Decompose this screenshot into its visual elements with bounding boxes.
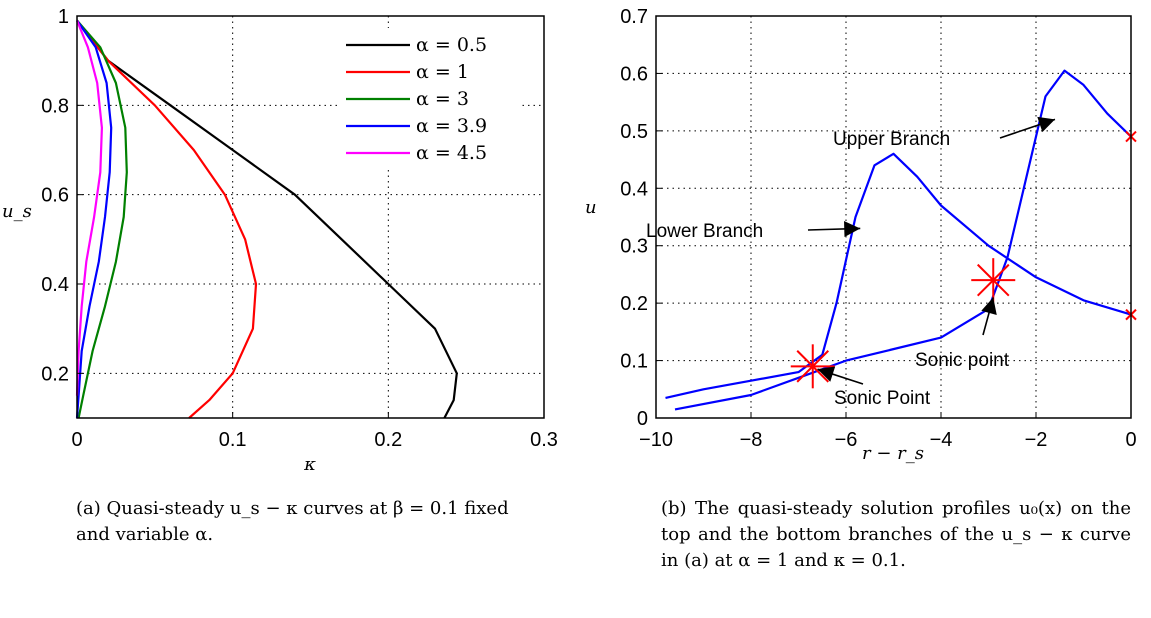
legend-label-4: α = 3.9 [416,115,487,137]
x-tick-label: −6 [835,429,858,451]
panel-a-series [75,19,458,419]
y-tick-label: 1 [58,6,69,28]
panel-a-legend: α = 0.5 α = 1 α = 3 α = 3.9 α = 4.5 [340,28,520,170]
y-tick-label: 0.4 [41,274,69,296]
x-tick-label: 0.2 [374,429,402,451]
panel-a-xlabel: κ [303,454,316,475]
x-tick-label: 0.1 [219,429,247,451]
annotation-label-4: Sonic Point [834,388,931,409]
caption-a: (a) Quasi-steady u_s − κ curves at β = 0… [76,498,509,545]
x-tick-label: −8 [740,429,763,451]
panel-a-ticks: 0 0.1 0.2 0.3 0.2 0.4 0.6 0.8 1 [41,6,558,451]
panel-b: −10 −8 −6 −4 −2 0 0 0.1 0.2 0.3 0.4 0.5 0.6 0.7 Upper… [585,6,1137,464]
y-tick-label: 0.1 [620,351,648,373]
panel-b-axes-frame [655,15,1132,419]
profile-line-2 [674,69,1132,411]
profile-line-1 [665,152,1132,399]
y-tick-label: 0.3 [620,236,648,258]
panel-b-grid [656,16,1131,418]
annotation-label-1: Upper Branch [833,129,950,150]
y-tick-label: 0 [637,408,648,430]
legend-label-2: α = 1 [416,61,469,83]
y-tick-label: 0.8 [41,95,69,117]
y-tick-label: 0.2 [620,293,648,315]
panel-b-ticks: −10 −8 −6 −4 −2 0 0 0.1 0.2 0.3 0.4 0.5 0.6 0.7 [620,6,1136,451]
legend-label-1: α = 0.5 [416,34,487,56]
series-line-2 [76,19,258,419]
annotation-label-2: Lower Branch [646,221,763,242]
panel-a: 0 0.1 0.2 0.30.20.40.60.81 α = 0.5α = 1α = … [2,6,558,475]
x-tick-label: −4 [930,429,953,451]
y-tick-label: 0.7 [620,6,648,28]
x-tick-label: 0 [71,429,82,451]
legend-label-3: α = 3 [416,88,469,110]
annotation-label-3: Sonic point [915,350,1010,371]
panel-a-ylabel: u_s [2,201,32,222]
series-line-1 [76,19,458,419]
y-tick-label: 0.6 [41,185,69,207]
annotation-4: Sonic Point [817,366,931,409]
y-tick-label: 0.6 [620,63,648,85]
caption-b: (b) The quasi-steady solution profiles u… [661,498,1131,571]
annotation-2: Lower Branch [646,220,861,242]
series-line-3 [76,19,128,419]
y-tick-label: 0.4 [620,178,648,200]
sonic-point-marker-2 [971,258,1016,303]
annotation-3: Sonic point [915,297,1010,371]
panel-b-xlabel: r − r_s [862,443,924,464]
panel-a-axes-frame [76,15,545,419]
y-tick-label: 0.5 [620,121,648,143]
legend-label-5: α = 4.5 [416,142,487,164]
annotation-1: Upper Branch [833,116,1056,150]
panel-b-annotations: Upper Branch Lower Branch Sonic point Sonic… [646,116,1056,409]
x-tick-label: 0.3 [530,429,558,451]
figure: 0 0.1 0.2 0.30.20.40.60.81 α = 0.5α = 1α = … [2,6,1137,475]
panel-b-series [665,69,1137,411]
series-line-5 [75,20,104,396]
panel-b-ylabel: u [585,197,597,218]
series-line-4 [75,19,113,419]
y-tick-label: 0.2 [41,363,69,385]
sonic-point-marker-1 [790,344,835,389]
x-tick-label: −10 [639,429,673,451]
x-tick-label: −2 [1025,429,1048,451]
x-tick-label: 0 [1125,429,1136,451]
